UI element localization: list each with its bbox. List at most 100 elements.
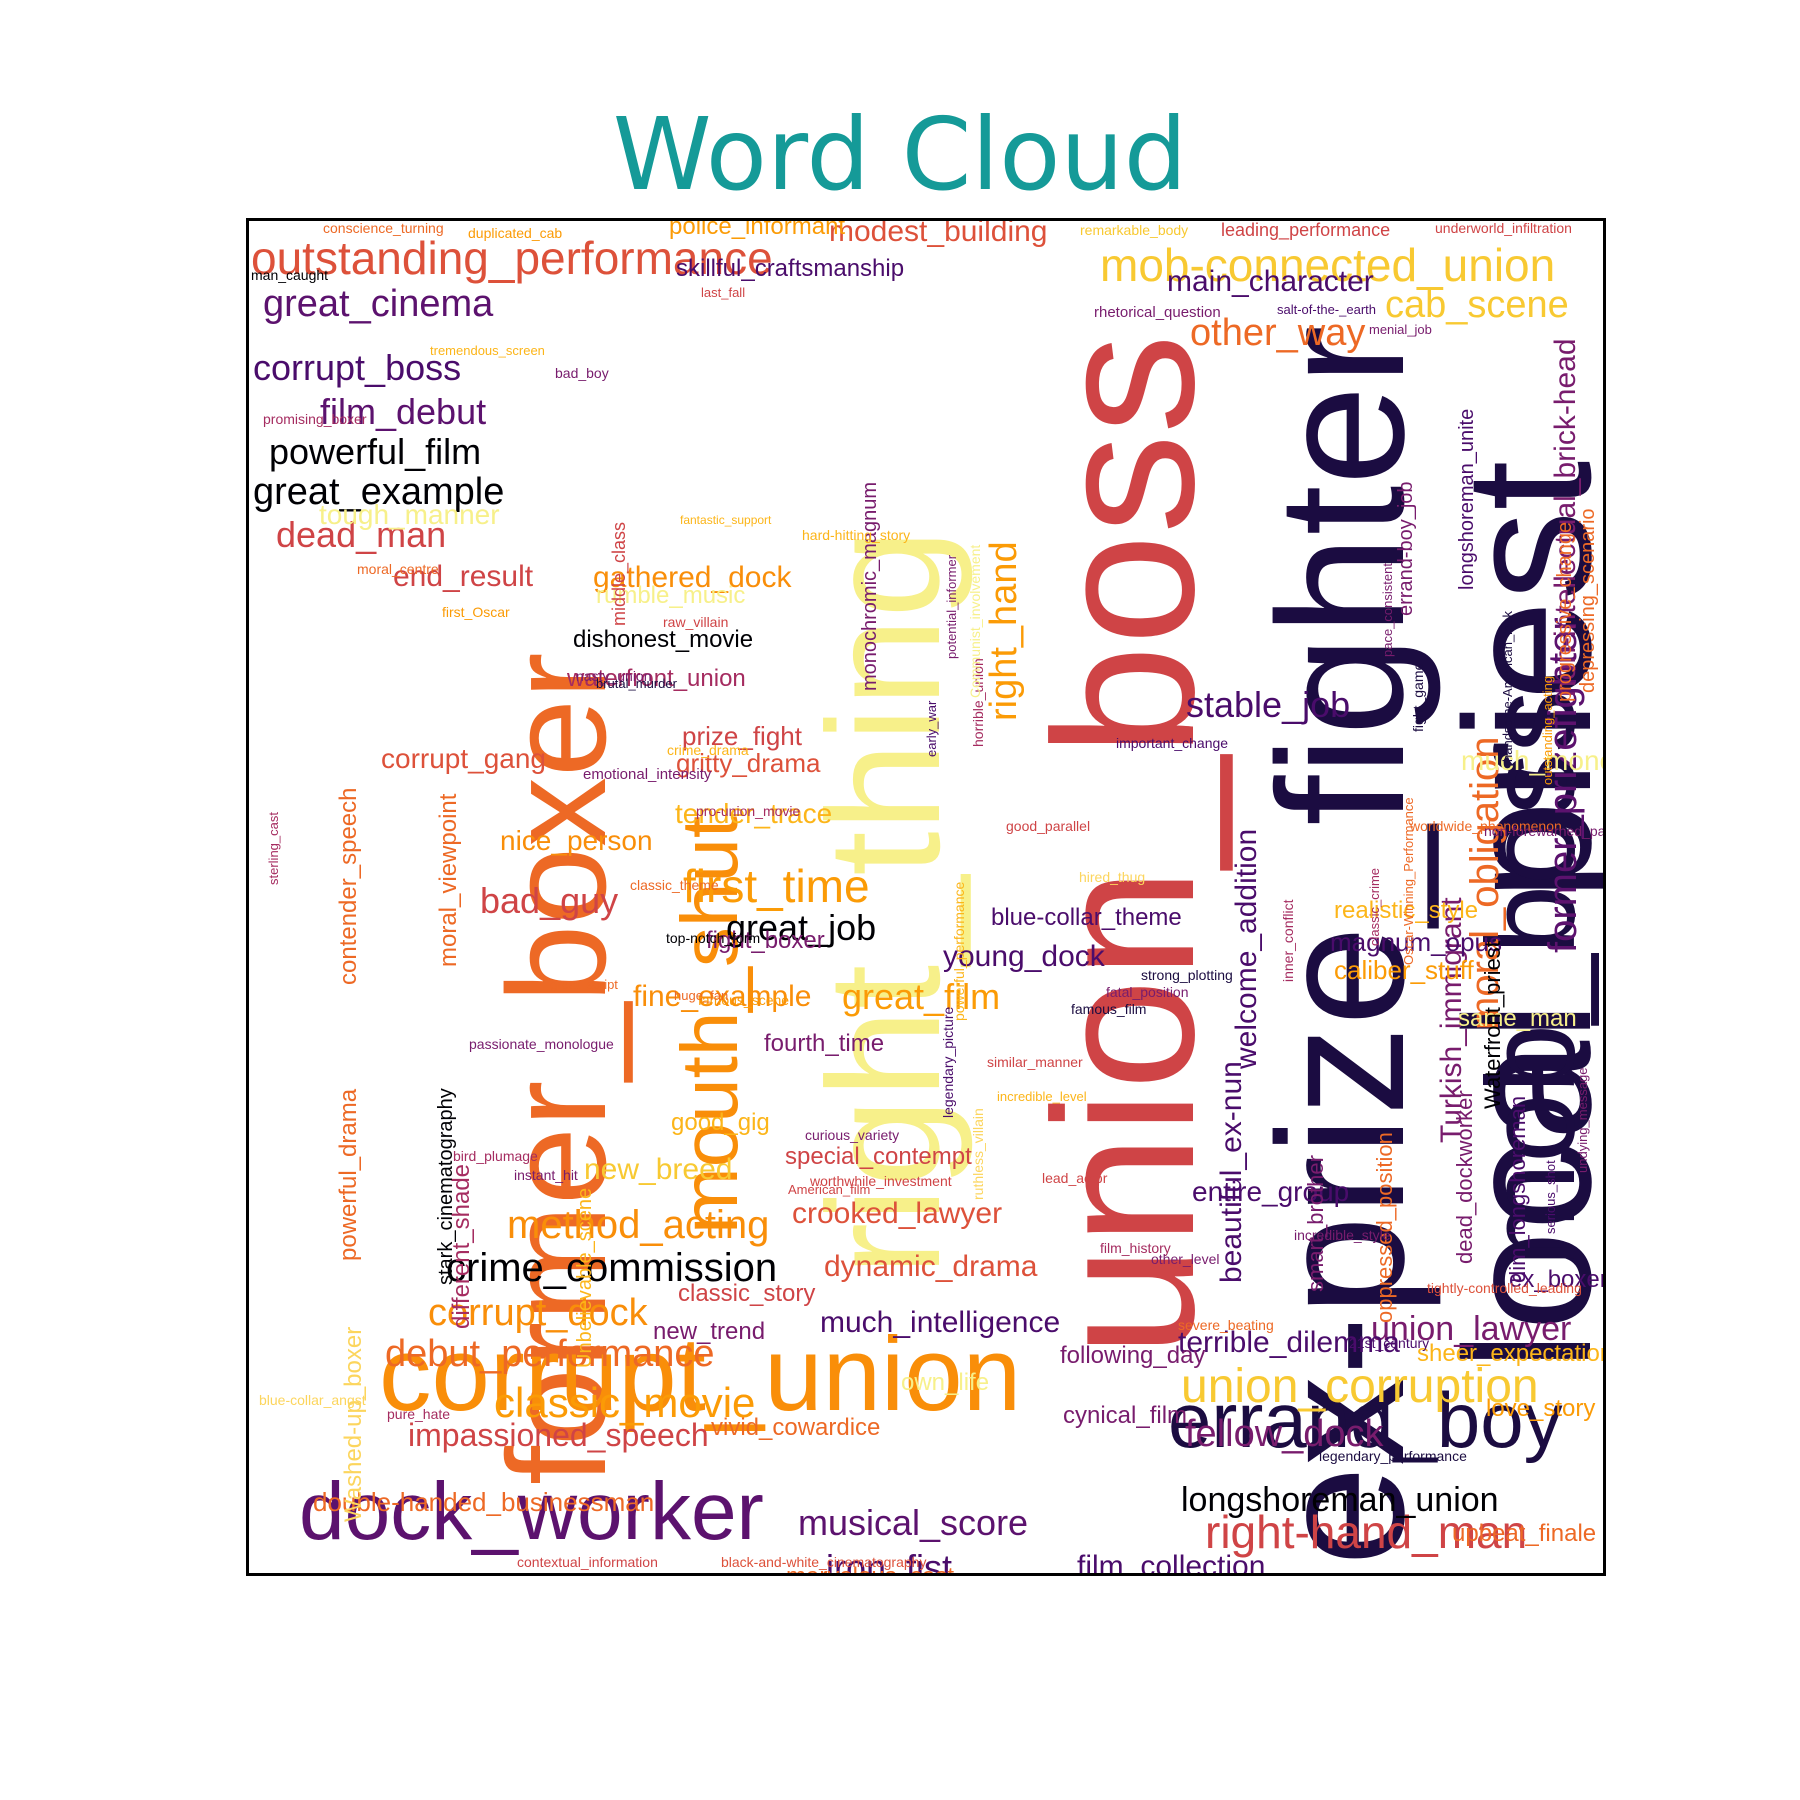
word-union-corruption: union_corruption — [1181, 1360, 1539, 1413]
word-much-intelligence: much_intelligence — [820, 1306, 1060, 1339]
word-incredible-level: incredible_level — [997, 1089, 1087, 1104]
word-mob-boss: mob_boss — [1462, 690, 1601, 1267]
word-menial-job: menial_job — [1369, 322, 1432, 337]
word-worthwhile-investment: worthwhile_investment — [809, 1173, 952, 1189]
word-man-caught: man_caught — [251, 267, 328, 283]
word-pro-union-movie: pro-union_movie — [696, 803, 800, 819]
word-inner-conflict: inner_conflict — [1280, 899, 1296, 982]
word-magnum-opus: magnum_opus — [1330, 927, 1502, 957]
word-fatal-position: fatal_position — [1106, 984, 1189, 1000]
word-last-fall: last_fall — [701, 285, 745, 300]
word-great-job: great_job — [726, 907, 876, 948]
word-passionate-monologue: passionate_monologue — [469, 1036, 614, 1052]
word-contender-speech: contender_speech — [335, 788, 362, 985]
word-leading-performance: leading_performance — [1221, 221, 1390, 241]
word-union-lawyer: union_lawyer — [1371, 1310, 1571, 1348]
word-classic-story: classic_story — [678, 1280, 815, 1307]
word-realistic-style: realistic_style — [1334, 897, 1478, 924]
word-impassioned-speech: impassioned_speech — [408, 1417, 709, 1453]
word-outstanding-performance: outstanding_performance — [251, 232, 773, 284]
word-brutal-murder: brutal_murder — [596, 676, 678, 691]
word-worldwide-phenomenon: worldwide_phenomenon — [1409, 818, 1562, 834]
word-tender-trace: tender_trace — [675, 798, 832, 829]
word-huge-fan: huge_fan — [674, 988, 728, 1003]
word-emotional-intensity: emotional_intensity — [583, 766, 712, 783]
word-right-thing: right_thing — [794, 529, 973, 1276]
word-great-script: great_script — [550, 977, 618, 992]
word-curious-variety: curious_variety — [805, 1127, 899, 1143]
word-outstanding-acting: outstanding_acting — [1540, 676, 1555, 785]
word-new-breed: new_breed — [584, 1153, 732, 1186]
word-crooked-lawyer: crooked_lawyer — [792, 1197, 1002, 1230]
word-promising-boxer: promising_boxer — [263, 411, 367, 427]
word-tremendous-screen: tremendous_screen — [430, 343, 545, 358]
word-main-character: main_character — [1167, 265, 1374, 298]
word-film-collection: film_collection — [1077, 1550, 1265, 1573]
word-famous-scene: famous_scene — [698, 992, 789, 1008]
word-stark-cinematography: stark_cinematography — [435, 1088, 457, 1285]
word-end-result: end_result — [393, 560, 534, 593]
word-ruthless-villain: ruthless_villain — [970, 1108, 986, 1200]
word-washed-up-boxer: Washed-up_boxer — [340, 1327, 367, 1522]
word-non-forewarned-part: non-forewarned_part — [1484, 823, 1603, 839]
word-lead-actor: lead_actor — [1042, 1170, 1108, 1186]
word-gathered-dock: gathered_dock — [593, 561, 792, 594]
word-entire-group: entire_group — [1192, 1176, 1349, 1207]
word-caliber-stuff: caliber_stuff — [1334, 955, 1474, 985]
word-oppressed-position: oppressed_position — [1372, 1132, 1397, 1323]
word-moral-centre: moral_centre — [357, 561, 439, 577]
word-former-boxer: former_boxer — [478, 652, 635, 1485]
word-cloud: union_boss ex-prize_fighterlocal_priestri… — [251, 221, 1603, 1573]
word-former-prizefighter: former_prizefighter — [1541, 617, 1585, 953]
word-powerful-performance: powerful_performance — [951, 881, 967, 1021]
word-classic-theme: classic_theme — [630, 877, 719, 893]
word-top-notch-form: top-notch_form — [666, 930, 760, 946]
word-legendary-performance: legendary_performance — [1319, 1448, 1467, 1464]
word-similar-manner: similar_manner — [987, 1054, 1083, 1070]
word-classic-crime: classic_crime — [1367, 868, 1382, 946]
word-corrupt-union: corrupt_union — [379, 1316, 1021, 1433]
word-corrupt-boss: corrupt_boss — [253, 347, 461, 388]
word-communist-involvement: Communist_involvement — [967, 545, 983, 698]
word-severe-beating: severe_beating — [1178, 1317, 1274, 1333]
word-pace-consistent: pace_consistent — [1380, 563, 1395, 657]
word-handsome-american-look: handsome-American_look — [1500, 610, 1515, 762]
word-famous-film: famous_film — [1071, 1001, 1146, 1017]
word-ex-prize-fighter: ex-prize_fighter — [1241, 325, 1442, 1566]
word-good-parallel: good_parallel — [1006, 818, 1090, 834]
word-bird-plumage: bird_plumage — [453, 1148, 538, 1164]
word-dock-worker: dock_worker — [299, 1466, 764, 1557]
word-modest-building: modest_building — [829, 221, 1047, 248]
word-remarkable-body: remarkable_body — [1080, 222, 1188, 238]
word-errand-boy-job: errand-boy_job — [1395, 481, 1417, 616]
word-mob-connected-union: mob-connected_union — [1100, 239, 1555, 291]
word-bad-guy: bad_guy — [480, 880, 618, 921]
word-potential-informer: potential_informer — [944, 554, 959, 659]
word-great-cinema: great_cinema — [263, 283, 494, 325]
word-unbelievable-scene: Unbelievable_scene — [574, 1188, 596, 1368]
word-american-film: American_film — [788, 1182, 870, 1197]
word-crime-drama: crime_drama — [667, 742, 749, 758]
word-longshoreman-unite: longshoreman_unite — [1456, 409, 1478, 590]
word-gritty-drama: gritty_drama — [676, 748, 821, 778]
word-classic-movie: classic_movie — [494, 1379, 755, 1426]
word-longshoreman-union: longshoreman_union — [1181, 1481, 1499, 1519]
word-hired-thug: hired_thug — [1079, 869, 1145, 885]
word-powerful-film: powerful_film — [269, 431, 481, 472]
word-cloud-frame: union_boss ex-prize_fighter local_priest ri… — [246, 218, 1606, 1576]
word-pure-hate: pure_hate — [387, 1406, 450, 1422]
word-oscar-winning-performance: Oscar-Winning_Performance — [1401, 797, 1416, 965]
word-great-passion: great_passion — [1254, 1572, 1336, 1573]
word-stable-job: stable_job — [1186, 684, 1350, 725]
word-bad-boy: bad_boy — [555, 365, 609, 381]
word-special-contempt: special_contempt — [785, 1143, 972, 1170]
word-contextual-information: contextual_information — [517, 1554, 658, 1570]
word-other-way: other_way — [1190, 312, 1365, 354]
word-strong-plotting: strong_plotting — [1141, 967, 1233, 983]
word-black-and-white-cinematography: black-and-white_cinematography — [721, 1554, 926, 1570]
word-salt-of-the-earth: salt-of-the-_earth — [1277, 302, 1376, 317]
word-rhetorical-question: rhetorical_question — [1094, 304, 1221, 321]
word-blue-collar-angst: blue-collar_angst — [259, 1392, 366, 1408]
word-first-time: first_time — [683, 860, 870, 912]
word-blue-collar-theme: blue-collar_theme — [991, 904, 1182, 931]
